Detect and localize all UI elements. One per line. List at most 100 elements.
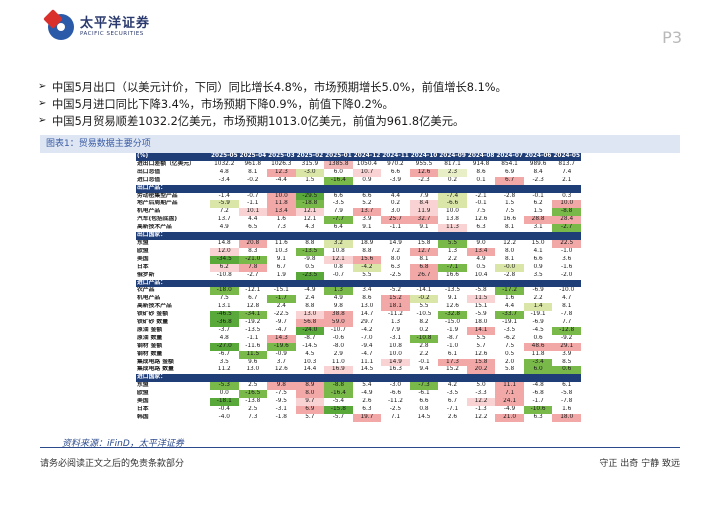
- table-cell: 6.3: [466, 224, 496, 233]
- table-cell: -33.7: [495, 311, 524, 320]
- table-cell: -3.0: [295, 168, 325, 177]
- table-cell: 11.3: [438, 224, 467, 233]
- table-cell: -5.3: [210, 382, 239, 391]
- table-cell: -5.8: [552, 390, 581, 399]
- table-cell: -11.2: [381, 311, 410, 320]
- table-cell: 0.0: [210, 390, 239, 399]
- table-cell: 12.0: [210, 247, 239, 256]
- column-header: 2024-12: [352, 153, 382, 161]
- table-cell: 9.1: [409, 224, 439, 233]
- table-cell: 12.6: [409, 168, 439, 177]
- row-label: 欧盟: [137, 247, 149, 254]
- table-cell: 1050.4: [356, 160, 378, 167]
- table-row: 欧盟 0.0 -16.5 -7.5 8.0 -16.4 -4.9 -6.6 -6.1 -3.5 -3…: [136, 390, 581, 399]
- table-cell: 854.1: [501, 160, 518, 167]
- table-cell: 4.7: [552, 295, 581, 304]
- table-cell: 5.7: [295, 413, 325, 422]
- table-cell: -2.0: [552, 271, 581, 280]
- section-row: 进口国家：: [136, 374, 581, 383]
- table-cell: -6.6: [438, 200, 467, 209]
- trade-data-table: (%) 2025-05 2025-04 2025-03 2025-02 2025-01 20…: [136, 153, 581, 518]
- table-cell: -21.0: [238, 255, 268, 264]
- table-cell: 12.1: [295, 208, 325, 217]
- table-cell: 0.1: [466, 176, 496, 185]
- table-cell: 4.4: [495, 303, 524, 312]
- table-row: 欧盟 12.0 8.3 10.3 -13.5 10.8 8.8 7.2 12.7 1.3 13.4 8…: [136, 247, 581, 256]
- bullet-text: 中国5月进口同比下降3.4%，市场预期下降0.9%，前值下降0.2%。: [52, 97, 394, 111]
- table-cell: -7.7: [324, 216, 353, 225]
- table-cell: -10.0: [552, 287, 581, 296]
- table-row: 原油 数量 4.8 -1.1 14.3 -8.7 -0.6 -7.0 -3.1 -10.8 -8.…: [136, 334, 581, 343]
- table-cell: -5.9: [210, 200, 239, 209]
- table-cell: 3.6: [552, 255, 581, 264]
- table-cell: -0.4: [210, 406, 239, 414]
- table-cell: 9.8: [324, 303, 353, 312]
- table-cell: 5.8: [495, 366, 524, 375]
- table-cell: -5.9: [466, 311, 496, 320]
- table-cell: 6.9: [495, 168, 524, 177]
- table-cell: 1.6: [495, 295, 524, 304]
- table-cell: -16.4: [324, 176, 353, 185]
- table-cell: 12.2: [495, 239, 524, 248]
- table-cell: -18.1: [210, 398, 239, 406]
- table-cell: 4.9: [466, 255, 496, 264]
- row-label: 农产品: [137, 287, 155, 294]
- table-cell: -5.4: [324, 398, 353, 406]
- table-cell: 6.2: [523, 200, 553, 209]
- table-cell: 0.3: [552, 192, 581, 201]
- column-header: 2025-04: [238, 153, 268, 161]
- table-cell: 14.5: [409, 413, 439, 422]
- table-cell: 11.1: [495, 382, 524, 391]
- table-cell: 2.6: [438, 413, 467, 422]
- table-cell: 8.1: [495, 224, 524, 233]
- table-cell: -17.2: [495, 287, 524, 296]
- table-cell: -2.7: [238, 271, 268, 280]
- table-cell: 28.4: [552, 216, 581, 225]
- table-cell: -4.7: [267, 326, 296, 335]
- table: (%) 2025-05 2025-04 2025-03 2025-02 2025-01 20…: [136, 153, 581, 422]
- table-cell: 2.2: [523, 295, 553, 304]
- table-cell: -15.0: [438, 319, 467, 327]
- table-cell: 11.5: [238, 350, 268, 359]
- table-row: 铁矿砂 数量 -36.8 -19.2 -9.7 56.8 59.0 29.7 1.3 8.2 -1…: [136, 319, 581, 327]
- table-cell: 16.9: [324, 366, 353, 375]
- table-cell: 15.8: [466, 358, 496, 367]
- table-cell: 7.3: [238, 413, 268, 422]
- table-cell: 8.1: [409, 255, 439, 264]
- table-cell: 4.9: [324, 295, 353, 304]
- table-cell: -9.4: [352, 342, 382, 351]
- table-cell: 13.7: [210, 216, 239, 225]
- table-cell: 56.8: [295, 319, 325, 327]
- column-header: 2024-10: [409, 153, 439, 161]
- table-cell: 0.5: [295, 263, 325, 272]
- table-cell: 14.9: [381, 358, 410, 367]
- table-cell: 961.8: [244, 160, 262, 167]
- logo-mark-icon: [48, 14, 74, 40]
- table-cell: 0.6: [523, 334, 553, 343]
- table-cell: 7.9: [381, 326, 410, 335]
- table-cell: 29.1: [552, 342, 581, 351]
- row-label: 美国: [137, 398, 149, 405]
- table-cell: 9.8: [267, 382, 296, 391]
- table-cell: 7.2: [210, 208, 239, 217]
- row-label: 地产后周期产品: [137, 200, 178, 207]
- logo-name-cn: 太平洋证券: [80, 15, 151, 31]
- table-cell: -0.9: [267, 350, 296, 359]
- table-cell: 15.0: [523, 239, 553, 248]
- table-cell: 1.5: [295, 176, 325, 185]
- table-cell: 0.9: [352, 176, 382, 185]
- table-cell: -36.8: [210, 319, 239, 327]
- table-row: 集成电路 数量 11.2 13.0 12.6 14.4 16.9 14.5 16.3 9.4 15…: [136, 366, 581, 375]
- table-cell: 4.4: [381, 192, 410, 201]
- row-label: 俄罗斯: [137, 271, 155, 278]
- table-cell: -7.8: [552, 398, 581, 406]
- table-cell: 7.9: [324, 208, 353, 217]
- table-cell: -5.7: [324, 413, 353, 422]
- table-cell: 32.7: [409, 216, 439, 225]
- table-cell: 10.7: [352, 168, 382, 177]
- table-cell: -4.2: [352, 263, 382, 272]
- table-cell: -1.3: [466, 406, 496, 414]
- table-cell: 813.7: [558, 160, 575, 167]
- table-cell: -0.7: [324, 271, 353, 280]
- table-cell: -1.0: [552, 247, 581, 256]
